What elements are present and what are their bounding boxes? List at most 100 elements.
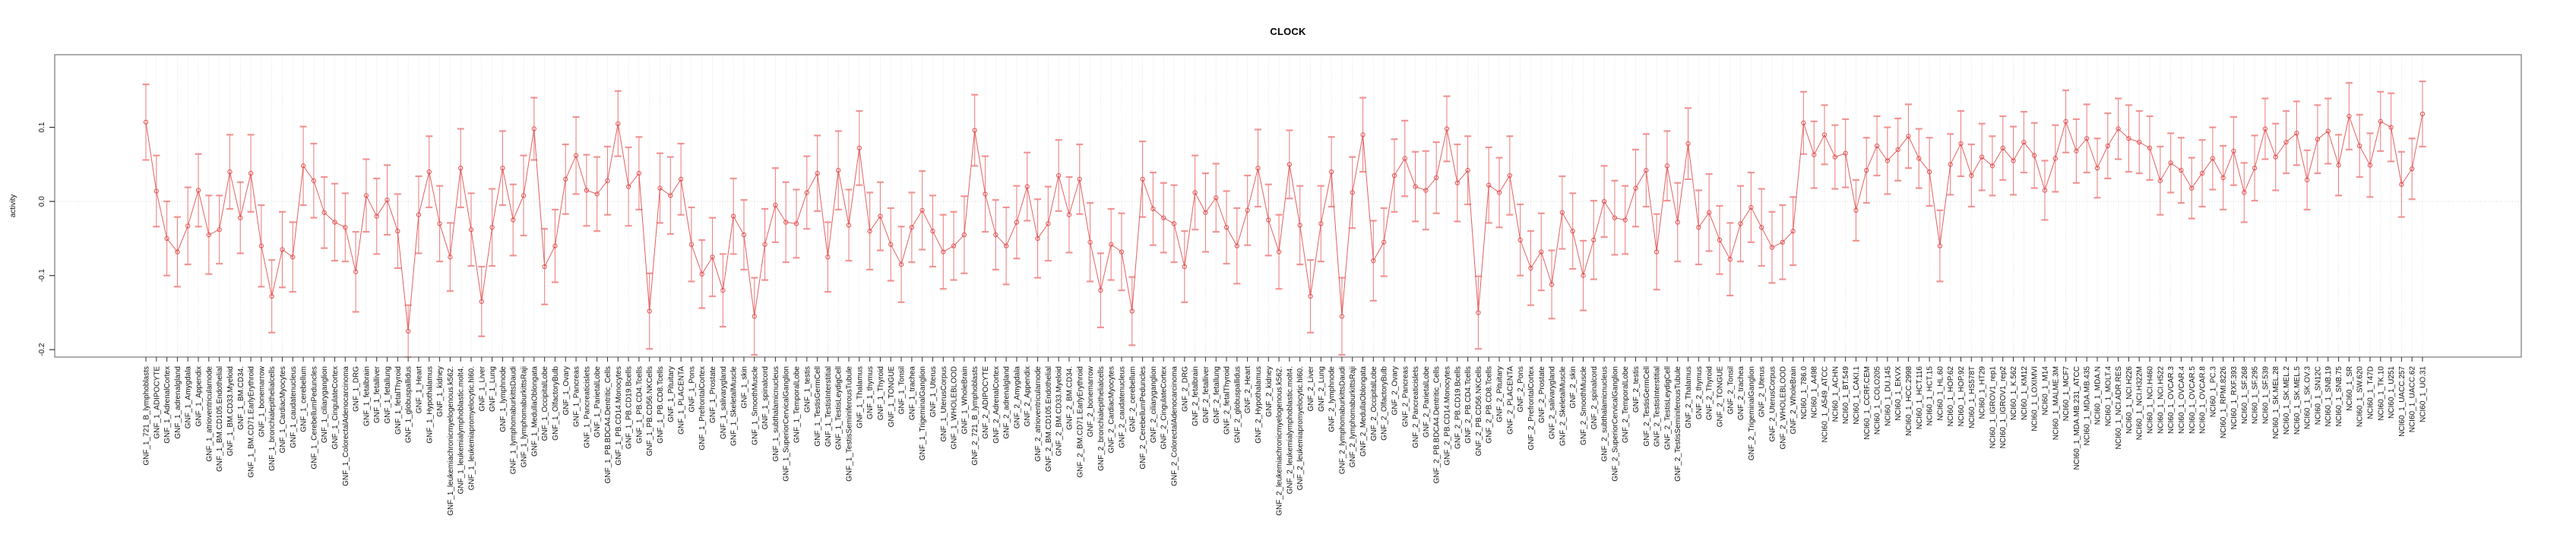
- x-tick-label: NCI60_1_SK.OV.3: [2304, 366, 2312, 429]
- data-point: [2325, 128, 2331, 134]
- x-tick-label: GNF_2_SuperiorCervicalGanglion: [1611, 366, 1619, 482]
- data-point: [1748, 204, 1754, 210]
- data-point: [930, 229, 935, 234]
- data-point: [2419, 111, 2426, 117]
- x-tick-label: GNF_2_fetalThyroid: [1223, 366, 1232, 435]
- x-tick-label: GNF_2_ciliaryganglion: [1150, 366, 1158, 443]
- x-tick-label: GNF_1_ParietalLobe: [593, 366, 602, 438]
- data-point: [1234, 243, 1240, 248]
- x-tick-label: GNF_2_PB.CD19.Bcells: [1454, 366, 1462, 449]
- data-point: [2199, 170, 2205, 176]
- data-point: [1675, 220, 1680, 225]
- data-point: [300, 163, 306, 169]
- data-point: [1926, 169, 1932, 175]
- x-tick-label: GNF_2_PB.BDCA4.Dentritic_Cells: [1433, 366, 1441, 484]
- data-point: [1906, 134, 1911, 139]
- x-tick-label: GNF_2_fetalbrain: [1191, 366, 1200, 426]
- data-point: [2084, 136, 2090, 141]
- data-point: [1161, 215, 1166, 220]
- data-point: [1916, 156, 1922, 161]
- data-point: [2126, 136, 2131, 141]
- data-point: [1339, 314, 1345, 319]
- x-tick-label: GNF_2_Hypothalamus: [1255, 366, 1263, 444]
- x-tick-label: GNF_2_WholeBrain: [1790, 366, 1798, 434]
- data-point: [2074, 148, 2079, 153]
- data-point: [773, 202, 778, 208]
- x-tick-label: GNF_2_Liver: [1307, 365, 1315, 411]
- data-point: [1979, 154, 1985, 160]
- x-tick-label: NCI60_1_HOP.92: [1957, 366, 1966, 427]
- x-tick-label: GNF_1_CerebellumPeduncles: [310, 366, 318, 470]
- data-point: [1559, 210, 1565, 215]
- data-point: [2220, 175, 2226, 181]
- data-point: [1318, 221, 1324, 226]
- x-tick-label: GNF_2_salivarygland: [1549, 366, 1557, 439]
- x-tick-label: GNF_1_leukemiachronicmyelogenous.k562.: [447, 366, 455, 516]
- data-point: [1801, 120, 1806, 125]
- x-tick-label: GNF_1_Thyroid: [877, 366, 885, 420]
- x-tick-label: GNF_1_CardiacMyocytes: [279, 366, 287, 453]
- data-point: [1622, 217, 1628, 223]
- x-tick-label: GNF_1_leukemiapromyelocytic.hl60.: [468, 366, 476, 490]
- data-point: [343, 225, 348, 230]
- data-point: [1434, 175, 1439, 181]
- x-tick-label: NCI60_1_NCI.H322M: [2136, 366, 2144, 440]
- x-tick-label: GNF_1_BM.CD71.EarlyErythroid: [248, 366, 256, 478]
- data-point: [238, 215, 243, 220]
- x-tick-label: NCI60_1_HCT.15: [1926, 366, 1935, 426]
- x-tick-label: GNF_2_BM.CD34.: [1065, 366, 1074, 430]
- x-tick-label: GNF_1_Amygdala: [185, 366, 193, 429]
- x-tick-label: NCI60_1_RXF.393: [2230, 366, 2239, 430]
- x-tick-label: GNF_2_leukemiachronicmyelogenous.k562.: [1276, 366, 1284, 516]
- x-tick-label: GNF_1_kidney: [436, 366, 445, 417]
- data-point: [1528, 265, 1533, 271]
- x-tick-label: GNF_2_SkeletalMuscle: [1559, 366, 1567, 446]
- x-tick-label: GNF_1_TemporalLobe: [793, 366, 802, 444]
- x-tick-label: GNF_2_OccipitalLobe: [1370, 366, 1378, 441]
- data-point: [563, 176, 568, 182]
- data-point: [1969, 172, 1974, 179]
- x-tick-label: NCI60_1_HOP.62: [1947, 366, 1955, 427]
- data-point: [2157, 178, 2163, 183]
- x-tick-label: GNF_2_TrigeminalGanglion: [1748, 366, 1756, 460]
- x-tick-label: NCI60_1_BT.549: [1842, 366, 1850, 425]
- x-tick-label: GNF_2_Pons: [1517, 366, 1525, 413]
- data-point: [856, 145, 862, 151]
- data-point: [699, 271, 704, 277]
- data-point: [1150, 206, 1156, 212]
- x-tick-label: GNF_1_Lung: [489, 366, 497, 412]
- data-point: [867, 229, 872, 234]
- data-point: [437, 221, 442, 226]
- data-point: [625, 184, 631, 189]
- data-point: [2011, 158, 2016, 163]
- data-point: [1413, 184, 1418, 189]
- x-tick-label: GNF_2_adrenalgland: [1003, 366, 1011, 439]
- data-point: [668, 193, 673, 198]
- x-tick-label: GNF_2_TONGUE: [1716, 366, 1724, 428]
- data-point: [804, 190, 809, 195]
- x-tick-label: NCI60_1_UACC.257: [2398, 366, 2407, 437]
- x-tick-label: NCI60_1_NCI.H522: [2157, 366, 2165, 434]
- data-point: [616, 121, 621, 126]
- x-tick-label: GNF_2_DRG: [1181, 366, 1189, 412]
- x-tick-label: GNF_1_BM.CD34.: [237, 366, 245, 430]
- x-tick-label: GNF_2_SmoothMuscle: [1580, 366, 1588, 445]
- x-tick-label: GNF_1_SmoothMuscle: [751, 366, 759, 445]
- y-axis-label: activity: [9, 194, 17, 218]
- data-point: [2378, 119, 2383, 124]
- data-point: [2283, 139, 2289, 145]
- data-point: [489, 225, 495, 230]
- x-tick-label: GNF_2_spinalcord: [1590, 366, 1599, 429]
- data-point: [542, 264, 547, 270]
- x-tick-label: NCI60_1_SNB.19: [2324, 366, 2333, 427]
- x-tick-label: GNF_2_ParietalLobe: [1422, 366, 1431, 438]
- data-point: [2052, 156, 2058, 161]
- x-tick-label: GNF_1_Hypothalamus: [426, 366, 434, 444]
- data-point: [1266, 217, 1271, 223]
- x-tick-label: NCI60_1_MALME.3M: [2052, 366, 2060, 440]
- data-point: [552, 243, 558, 248]
- data-point: [1989, 163, 1995, 169]
- data-point: [175, 249, 180, 255]
- data-point: [406, 328, 411, 334]
